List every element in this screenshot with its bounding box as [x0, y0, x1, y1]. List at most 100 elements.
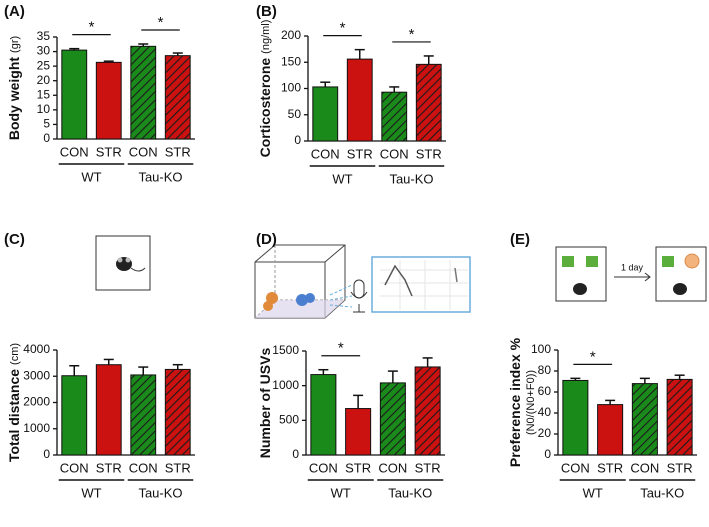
panel-label: (D) — [256, 231, 277, 248]
y-tick-label: 100 — [281, 81, 301, 95]
x-tick-label: CON — [378, 460, 407, 475]
y-axis-label-text: Total distance — [6, 369, 22, 462]
open-field-illustration — [95, 235, 151, 291]
bar — [414, 366, 441, 456]
bar — [415, 63, 442, 142]
bar — [631, 383, 658, 456]
y-tick-label: 60 — [538, 384, 552, 398]
y-tick-label: 50 — [288, 107, 302, 121]
bar — [312, 86, 339, 142]
y-tick-label: 80 — [538, 363, 552, 377]
bar — [379, 382, 406, 456]
y-axis-sublabel: (N0/(N0+F0)) — [525, 370, 537, 435]
panel-label: (E) — [510, 231, 530, 248]
x-tick-label: CON — [60, 460, 89, 475]
nor-illustration: 1 day — [555, 246, 707, 302]
significance-label: * — [89, 19, 95, 36]
y-tick-label: 20 — [37, 73, 51, 87]
y-axis-label: Total distance (cm) — [6, 343, 22, 462]
significance-label: * — [158, 14, 164, 31]
x-tick-label: CON — [129, 144, 158, 159]
bar — [130, 45, 157, 140]
y-tick-label: 1000 — [272, 378, 299, 392]
y-tick-label: 25 — [37, 58, 51, 72]
y-axis-label-text: Preference index % — [507, 337, 523, 467]
panel-label: (A) — [4, 3, 25, 20]
bar — [95, 364, 122, 456]
y-tick-label: 40 — [538, 405, 552, 419]
x-tick-label: STR — [416, 146, 442, 161]
bar — [666, 378, 693, 456]
y-tick-label: 10 — [37, 102, 51, 116]
bar — [345, 408, 372, 456]
y-tick-label: 0 — [292, 447, 299, 461]
group-label: Tau-KO — [138, 169, 182, 184]
y-axis-label: Number of USVs — [257, 348, 273, 459]
y-tick-label: 4000 — [23, 342, 50, 356]
y-tick-label: 1500 — [272, 343, 299, 357]
usv-illustration — [254, 244, 471, 319]
bar — [95, 61, 122, 140]
y-axis-label-text: Body weight — [6, 57, 22, 141]
group-label: Tau-KO — [640, 485, 684, 500]
y-tick-label: 15 — [37, 87, 51, 101]
y-tick-label: 100 — [531, 342, 551, 356]
x-tick-label: CON — [630, 460, 659, 475]
x-tick-label: STR — [597, 460, 623, 475]
x-tick-label: CON — [380, 146, 409, 161]
y-tick-label: 2000 — [23, 395, 50, 409]
y-tick-label: 30 — [37, 44, 51, 58]
significance-label: * — [409, 26, 415, 43]
x-tick-label: STR — [165, 144, 191, 159]
bar — [562, 379, 589, 456]
x-tick-label: STR — [96, 460, 122, 475]
y-axis-label-text: Number of USVs — [257, 348, 273, 459]
y-axis-unit: (ng/ml) — [260, 20, 272, 54]
panel-label: (C) — [4, 231, 25, 248]
y-tick-label: 0 — [544, 447, 551, 461]
significance-label: * — [590, 348, 596, 365]
x-tick-label: STR — [415, 460, 441, 475]
bar — [164, 368, 191, 456]
x-tick-label: CON — [60, 144, 89, 159]
group-label: WT — [331, 485, 351, 500]
y-tick-label: 200 — [281, 28, 301, 42]
bar — [346, 58, 373, 142]
group-label: WT — [332, 171, 352, 186]
x-tick-label: STR — [667, 460, 693, 475]
bar — [381, 91, 408, 142]
bar — [61, 375, 88, 456]
x-tick-label: STR — [345, 460, 371, 475]
y-tick-label: 0 — [43, 447, 50, 461]
bar — [130, 374, 157, 456]
x-tick-label: STR — [96, 144, 122, 159]
significance-label: * — [338, 340, 344, 357]
y-tick-label: 5 — [43, 117, 50, 131]
y-tick-label: 35 — [37, 29, 51, 43]
bar — [310, 374, 337, 456]
group-label: WT — [81, 169, 101, 184]
y-tick-label: 20 — [538, 426, 552, 440]
x-tick-label: CON — [311, 146, 340, 161]
y-axis-unit: (cm) — [9, 343, 21, 365]
y-tick-label: 150 — [281, 54, 301, 68]
panel-label: (B) — [256, 3, 277, 20]
group-label: WT — [583, 485, 603, 500]
group-label: Tau-KO — [388, 485, 432, 500]
y-axis-label-text: Corticosterone — [257, 58, 273, 158]
x-tick-label: STR — [347, 146, 373, 161]
bar — [164, 55, 191, 140]
group-label: Tau-KO — [389, 171, 433, 186]
y-axis-label: Body weight (gr) — [6, 36, 22, 140]
y-tick-label: 0 — [294, 133, 301, 147]
significance-label: * — [340, 20, 346, 37]
group-label: Tau-KO — [138, 485, 182, 500]
y-tick-label: 0 — [43, 131, 50, 145]
bar — [61, 49, 88, 140]
x-tick-label: CON — [129, 460, 158, 475]
y-axis-label: Preference index % — [507, 337, 523, 467]
y-tick-label: 500 — [279, 413, 299, 427]
y-axis-unit: (gr) — [9, 36, 21, 53]
x-tick-label: CON — [561, 460, 590, 475]
